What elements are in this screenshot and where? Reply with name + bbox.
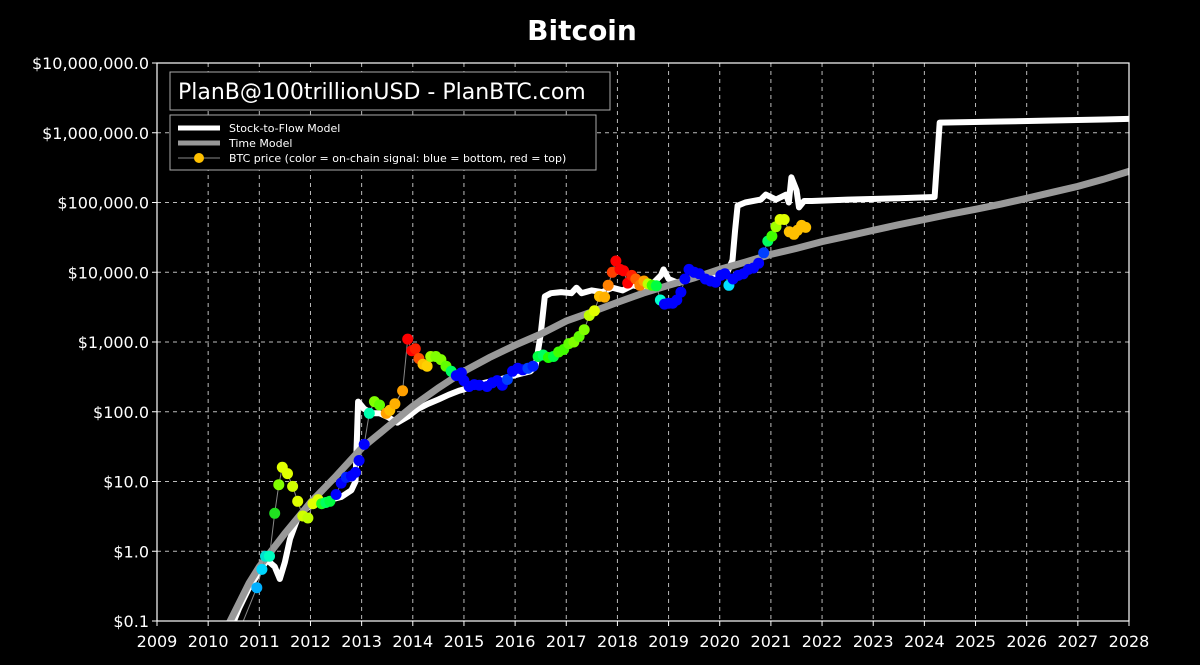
btc-price-point xyxy=(409,343,421,355)
y-tick-label: $10,000,000.0 xyxy=(32,54,149,73)
btc-price-point xyxy=(287,480,299,492)
btc-price-point xyxy=(588,305,600,317)
btc-price-point xyxy=(800,221,812,233)
x-tick-label: 2013 xyxy=(341,632,382,651)
btc-price-point xyxy=(389,398,401,410)
x-tick-label: 2021 xyxy=(751,632,792,651)
series-layer xyxy=(226,115,1129,621)
annotation-text: PlanB@100trillionUSD - PlanBTC.com xyxy=(178,80,586,105)
legend-label: Stock-to-Flow Model xyxy=(229,122,340,135)
x-tick-label: 2017 xyxy=(546,632,587,651)
y-tick-label: $1,000.0 xyxy=(78,333,149,352)
btc-price-point xyxy=(256,563,268,575)
y-tick-label: $1.0 xyxy=(113,542,149,561)
btc-price-point xyxy=(650,280,662,292)
btc-price-point xyxy=(273,479,285,491)
btc-price-point xyxy=(527,360,539,372)
btc-price-point xyxy=(292,495,304,507)
btc-price-point xyxy=(599,291,611,303)
btc-price-point xyxy=(353,455,365,466)
x-tick-label: 2020 xyxy=(699,632,740,651)
btc-price-point xyxy=(397,385,409,397)
legend-swatch-marker xyxy=(194,153,204,163)
y-tick-label: $1,000,000.0 xyxy=(42,124,149,143)
btc-price-point xyxy=(719,268,731,280)
btc-price-point xyxy=(421,360,433,372)
btc-price-point xyxy=(766,230,778,242)
btc-price-point xyxy=(578,324,590,336)
btc-price-point xyxy=(269,507,281,519)
btc-price-point xyxy=(602,279,614,291)
x-tick-label: 2010 xyxy=(188,632,229,651)
x-tick-label: 2023 xyxy=(853,632,894,651)
x-tick-label: 2024 xyxy=(904,632,945,651)
btc-price-point xyxy=(679,273,691,285)
btc-price-point xyxy=(282,468,293,480)
grid-lines xyxy=(157,63,1129,621)
btc-price-point xyxy=(350,466,361,478)
y-tick-label: $10.0 xyxy=(103,473,149,492)
x-tick-label: 2028 xyxy=(1109,632,1150,651)
x-tick-label: 2026 xyxy=(1006,632,1047,651)
btc-price-point xyxy=(363,407,375,419)
legend-label: BTC price (color = on-chain signal: blue… xyxy=(229,152,566,165)
btc-price-point xyxy=(251,582,263,594)
btc-price-point xyxy=(758,247,770,259)
x-tick-label: 2027 xyxy=(1057,632,1098,651)
legend: Stock-to-Flow Model Time Model BTC price (… xyxy=(169,114,597,171)
x-tick-label: 2018 xyxy=(597,632,638,651)
x-tick-label: 2015 xyxy=(444,632,485,651)
x-tick-label: 2011 xyxy=(239,632,280,651)
y-tick-label: $10,000.0 xyxy=(68,263,149,282)
btc-price-point xyxy=(358,438,370,450)
btc-price-point xyxy=(501,374,513,385)
btc-price-point xyxy=(675,286,687,298)
x-tick-label: 2012 xyxy=(290,632,331,651)
btc-price-point xyxy=(302,512,314,524)
x-tick-label: 2025 xyxy=(955,632,996,651)
legend-label: Time Model xyxy=(228,137,292,150)
y-tick-label: $0.1 xyxy=(113,612,149,631)
x-tick-label: 2022 xyxy=(802,632,843,651)
legend-frame xyxy=(169,114,597,171)
annotation-frame xyxy=(169,71,611,111)
y-tick-label: $100.0 xyxy=(93,403,149,422)
btc-price-point xyxy=(610,255,622,267)
btc-price-point xyxy=(753,257,765,269)
axis-labels: 2009 2010 2011 2012 2013 2014 2015 2016 2017 2018… xyxy=(32,54,1149,651)
annotation-box: PlanB@100trillionUSD - PlanBTC.com xyxy=(169,71,611,111)
y-tick-label: $100,000.0 xyxy=(57,194,149,213)
btc-price-point xyxy=(374,399,385,411)
x-tick-label: 2009 xyxy=(137,632,178,651)
x-tick-label: 2014 xyxy=(392,632,433,651)
btc-price-point xyxy=(402,333,414,345)
x-tick-label: 2016 xyxy=(495,632,536,651)
btc-price-point xyxy=(618,265,630,277)
btc-price-point xyxy=(264,550,275,562)
btc-price-point xyxy=(778,214,790,225)
x-tick-label: 2019 xyxy=(648,632,689,651)
btc-price-point xyxy=(330,489,342,500)
chart-title: Bitcoin xyxy=(527,14,637,47)
